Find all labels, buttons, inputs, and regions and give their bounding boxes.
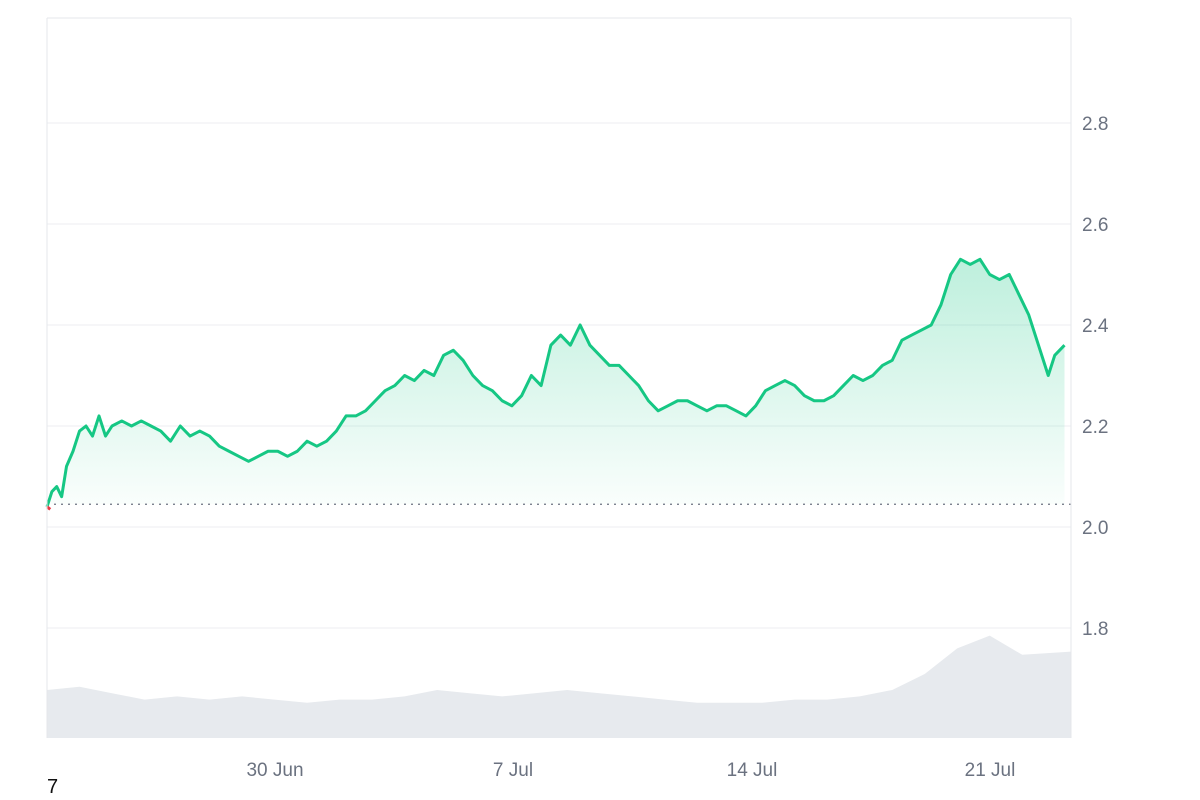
x-axis-ticks: 30 Jun 7 Jul 14 Jul 21 Jul (246, 760, 1015, 781)
y-tick-label: 2.8 (1082, 114, 1108, 135)
corner-label: 7 (47, 776, 59, 798)
price-area-fill (47, 259, 1065, 507)
y-tick-label: 2.2 (1082, 417, 1108, 438)
volume-area (47, 635, 1071, 738)
x-tick-label: 30 Jun (246, 760, 303, 781)
volume-bars (47, 635, 1071, 738)
y-tick-label: 1.8 (1082, 619, 1108, 640)
plot-frame (46, 17, 1072, 738)
price-area (47, 259, 1065, 507)
x-tick-label: 21 Jul (965, 760, 1016, 781)
y-axis-ticks: 1.8 2.0 2.2 2.4 2.6 2.8 (1082, 114, 1109, 640)
x-tick-label: 7 Jul (493, 760, 533, 781)
price-series-line (45, 257, 1066, 508)
y-tick-label: 2.6 (1082, 215, 1108, 236)
price-series-down-segment (46, 505, 52, 511)
x-tick-label: 14 Jul (727, 760, 778, 781)
y-tick-label: 2.0 (1082, 518, 1108, 539)
y-tick-label: 2.4 (1082, 316, 1109, 337)
price-line (45, 257, 1066, 511)
